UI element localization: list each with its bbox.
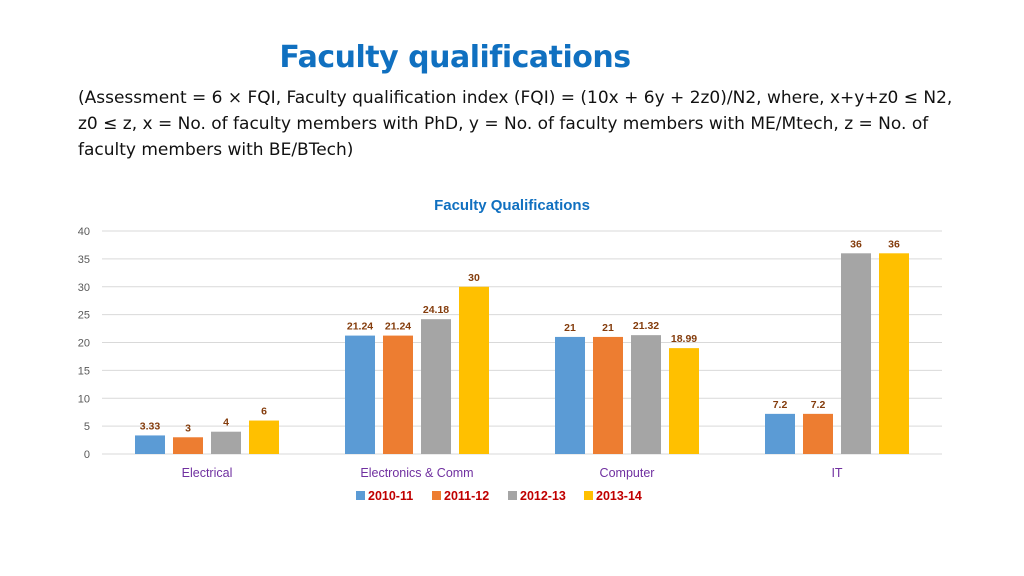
data-label: 21.32 — [633, 320, 659, 332]
slide-title: Faculty qualifications — [279, 40, 631, 75]
data-label: 7.2 — [773, 399, 788, 411]
legend-label: 2011-12 — [444, 489, 489, 503]
data-label: 30 — [468, 272, 480, 284]
bar — [669, 348, 699, 454]
bar — [383, 335, 413, 454]
legend-swatch — [356, 491, 365, 500]
y-tick-label: 20 — [78, 338, 90, 350]
data-label: 21 — [602, 322, 614, 334]
data-label: 3 — [185, 422, 191, 434]
y-axis: 0 5 10 15 20 25 30 35 40 — [78, 226, 90, 461]
bar — [173, 437, 203, 454]
data-label: 6 — [261, 406, 267, 418]
data-label: 21.24 — [347, 321, 373, 333]
bar-chart: Faculty Qualifications 0510152025303540 … — [78, 197, 942, 503]
bar — [593, 336, 623, 454]
y-tick-label: 35 — [78, 254, 90, 266]
bars — [135, 253, 909, 454]
bar — [841, 253, 871, 454]
y-tick-label: 30 — [78, 282, 90, 294]
data-label: 36 — [888, 238, 900, 250]
data-label: 4 — [223, 417, 229, 429]
data-label: 18.99 — [671, 333, 697, 345]
bar — [249, 420, 279, 454]
y-tick-label: 0 — [84, 449, 90, 461]
y-tick-label: 40 — [78, 226, 90, 238]
y-tick-label: 10 — [78, 393, 90, 405]
y-tick-label: 25 — [78, 310, 90, 322]
legend-swatch — [584, 491, 593, 500]
data-labels: 3.33 3 4 6 21.24 21.24 24.18 30 21 21 21.32 18.99 7.… — [140, 238, 900, 434]
category-label: Electrical — [182, 466, 233, 480]
data-label: 21 — [564, 322, 576, 334]
legend-label: 2010-11 — [368, 489, 413, 503]
bar — [765, 413, 795, 454]
category-label: IT — [831, 466, 842, 480]
legend-label: 2013-14 — [596, 489, 642, 503]
data-label: 3.33 — [140, 420, 161, 432]
data-label: 21.24 — [385, 321, 411, 333]
data-label: 7.2 — [811, 399, 826, 411]
bar — [803, 413, 833, 454]
category-label: Electronics & Comm — [360, 466, 473, 480]
y-tick-label: 15 — [78, 365, 90, 377]
legend-swatch — [432, 491, 441, 500]
chart-title: Faculty Qualifications — [434, 197, 590, 214]
data-label: 36 — [850, 238, 862, 250]
legend-label: 2012-13 — [520, 489, 566, 503]
data-label: 24.18 — [423, 304, 449, 316]
legend: 2010-11 2011-12 2012-13 2013-14 — [356, 489, 642, 503]
category-label: Computer — [600, 466, 655, 480]
bar — [879, 253, 909, 454]
bar — [631, 335, 661, 454]
bar — [211, 431, 241, 454]
bar — [459, 286, 489, 454]
bar — [421, 319, 451, 454]
bar — [135, 435, 165, 454]
bar — [555, 336, 585, 454]
slide-description: (Assessment = 6 × FQI, Faculty qualifica… — [78, 88, 953, 160]
grid-lines — [102, 230, 942, 455]
y-tick-label: 5 — [84, 421, 90, 433]
legend-swatch — [508, 491, 517, 500]
bar — [345, 335, 375, 454]
x-axis: Electrical Electronics & Comm Computer IT — [182, 466, 843, 480]
